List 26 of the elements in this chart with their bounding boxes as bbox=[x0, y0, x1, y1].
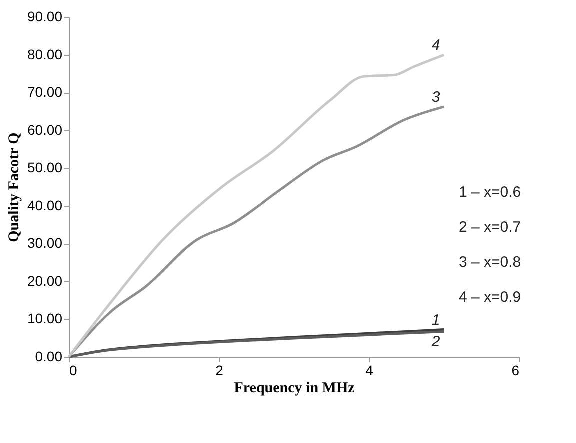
series-label: 1 bbox=[432, 312, 440, 329]
y-tick-label: 20.00 bbox=[27, 272, 63, 289]
series-label: 3 bbox=[432, 88, 441, 106]
annotation: 4 – x=0.9 bbox=[459, 289, 522, 306]
annotation: 3 – x=0.8 bbox=[459, 254, 522, 271]
annotation: 2 – x=0.7 bbox=[459, 219, 522, 236]
y-tick-label: 80.00 bbox=[27, 46, 63, 62]
y-axis-title: Quality Facotr Q bbox=[6, 132, 22, 242]
y-tick-label: 40.00 bbox=[27, 197, 63, 214]
x-tick-label: 4 bbox=[366, 362, 374, 378]
annotation: 1 – x=0.6 bbox=[459, 184, 522, 201]
line-series bbox=[68, 106, 446, 358]
y-tick-label: 60.00 bbox=[27, 122, 63, 138]
y-tick-label: 10.00 bbox=[27, 310, 63, 327]
series-label: 4 bbox=[432, 37, 440, 54]
y-tick-label: 90.00 bbox=[27, 8, 63, 24]
x-tick-label: 2 bbox=[216, 362, 224, 378]
series-label: 2 bbox=[430, 334, 441, 351]
x-tick-label: 0 bbox=[70, 362, 78, 378]
x-tick-label: 6 bbox=[512, 362, 520, 378]
y-tick-label: 0.00 bbox=[35, 348, 63, 364]
line-series bbox=[68, 54, 446, 358]
y-tick-label: 30.00 bbox=[27, 235, 63, 252]
x-axis-title: Frequency in MHz bbox=[234, 380, 356, 396]
y-tick-label: 50.00 bbox=[27, 160, 63, 176]
y-tick-label: 70.00 bbox=[27, 84, 63, 100]
